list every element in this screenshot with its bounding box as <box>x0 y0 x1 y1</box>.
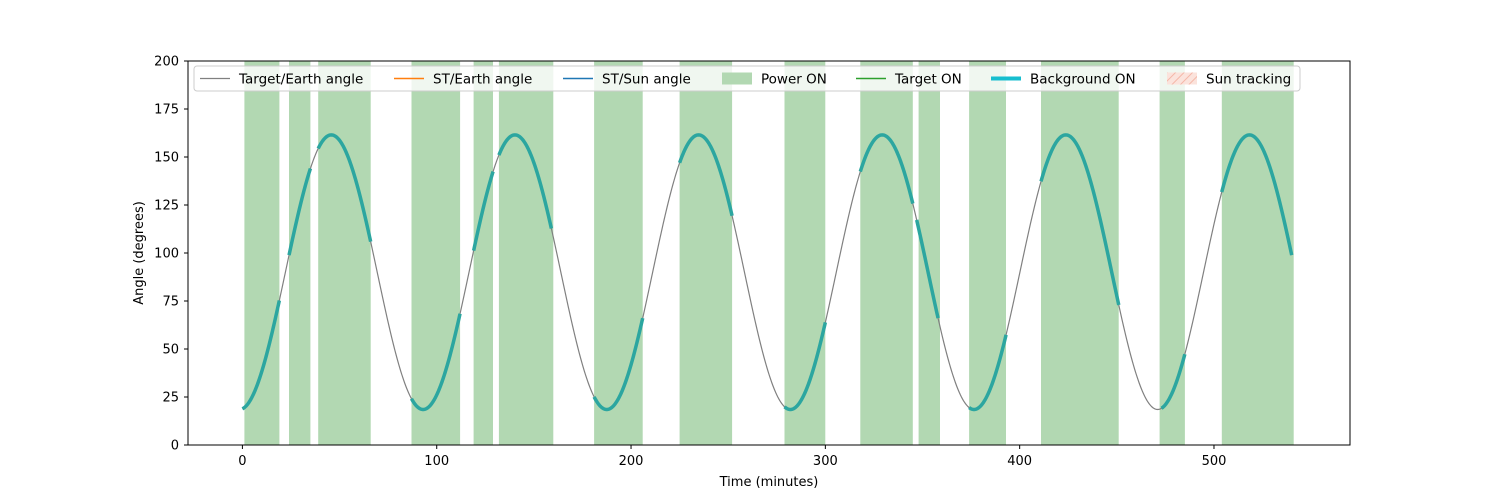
background-on-segment <box>677 133 734 217</box>
background-on-segment <box>497 133 554 229</box>
legend-label: Sun tracking <box>1206 72 1291 88</box>
background-on-segment <box>783 321 828 412</box>
background-on-segment <box>592 317 645 412</box>
background-on-segment <box>471 171 495 251</box>
legend-item: ST/Sun angle <box>563 72 691 88</box>
legend-swatch <box>722 72 752 85</box>
x-tick-label: 300 <box>813 454 838 469</box>
power-on-span <box>244 61 280 445</box>
legend-swatch <box>1167 72 1197 85</box>
x-tick-label: 200 <box>619 454 644 469</box>
y-tick-label: 200 <box>154 55 179 70</box>
legend-label: Target/Earth angle <box>238 72 363 88</box>
power-on-span <box>318 61 371 445</box>
x-axis: 0 100 200 300 400 500 <box>238 445 1226 469</box>
power-on-span <box>969 61 1006 445</box>
legend-item: ST/Earth angle <box>394 72 532 88</box>
power-on-span <box>1159 61 1185 445</box>
y-axis-label: Angle (degrees) <box>132 201 147 305</box>
y-tick-label: 75 <box>162 295 179 310</box>
background-on-segment <box>287 167 313 256</box>
legend-label: Target ON <box>894 72 962 88</box>
legend-item: Target ON <box>856 72 962 88</box>
power-on-span <box>411 61 461 445</box>
y-tick-label: 125 <box>154 199 179 214</box>
background-on-segment <box>858 133 915 204</box>
legend-item: Sun tracking <box>1167 72 1291 88</box>
background-on-series <box>241 133 1294 412</box>
y-tick-label: 25 <box>162 391 179 406</box>
legend-item: Background ON <box>991 72 1136 88</box>
x-tick-label: 0 <box>238 454 246 469</box>
x-axis-label: Time (minutes) <box>719 475 819 490</box>
y-axis: 0 25 50 75 100 125 150 175 200 <box>154 55 188 454</box>
power-on-span <box>498 61 554 445</box>
x-tick-label: 400 <box>1007 454 1032 469</box>
x-tick-label: 500 <box>1202 454 1227 469</box>
power-on-span <box>473 61 493 445</box>
power-on-span <box>679 61 733 445</box>
y-tick-label: 50 <box>162 343 179 358</box>
legend-item: Target/Earth angle <box>200 72 363 88</box>
background-on-segment <box>241 300 282 411</box>
y-tick-label: 0 <box>171 439 179 454</box>
legend-label: Power ON <box>761 72 827 88</box>
power-on-span <box>594 61 643 445</box>
power-on-span <box>1221 61 1294 445</box>
legend-label: ST/Sun angle <box>602 72 691 88</box>
x-tick-label: 100 <box>424 454 449 469</box>
background-on-segment <box>316 133 373 243</box>
legend-label: Background ON <box>1030 72 1136 88</box>
legend-label: ST/Earth angle <box>433 72 532 88</box>
background-on-segment <box>1220 133 1294 256</box>
power-on-span <box>1041 61 1119 445</box>
power-on-spans <box>244 61 1294 445</box>
legend: Target/Earth angle ST/Earth angle ST/Sun a… <box>193 65 1301 92</box>
y-tick-label: 100 <box>154 247 179 262</box>
background-on-segment <box>914 219 940 319</box>
power-on-span <box>784 61 826 445</box>
background-on-segment <box>1160 353 1187 410</box>
background-on-segment <box>1039 133 1121 306</box>
y-tick-label: 175 <box>154 103 179 118</box>
legend-item: Power ON <box>722 72 827 88</box>
power-on-span <box>918 61 940 445</box>
y-tick-label: 150 <box>154 151 179 166</box>
power-on-span <box>860 61 913 445</box>
background-on-segment <box>409 313 462 412</box>
background-on-segment <box>968 334 1008 412</box>
power-on-span <box>289 61 311 445</box>
